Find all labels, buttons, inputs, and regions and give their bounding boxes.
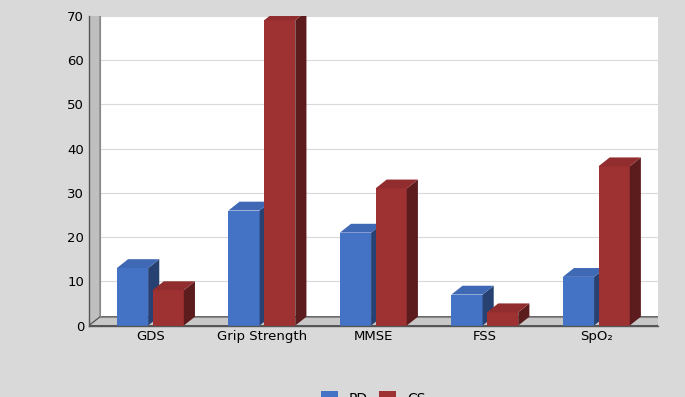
- Bar: [264, 20, 295, 326]
- Bar: [340, 233, 371, 326]
- Polygon shape: [148, 259, 160, 326]
- Polygon shape: [407, 179, 418, 326]
- Polygon shape: [563, 268, 606, 277]
- Legend: PD, CS: PD, CS: [316, 385, 431, 397]
- Polygon shape: [482, 286, 494, 326]
- Polygon shape: [594, 268, 606, 326]
- Bar: [153, 290, 184, 326]
- Polygon shape: [260, 202, 271, 326]
- Polygon shape: [295, 12, 306, 326]
- Polygon shape: [375, 179, 418, 189]
- Polygon shape: [228, 202, 271, 210]
- Bar: [563, 277, 594, 326]
- Polygon shape: [184, 281, 195, 326]
- Polygon shape: [519, 303, 530, 326]
- Polygon shape: [371, 224, 382, 326]
- Bar: [228, 210, 260, 326]
- Polygon shape: [117, 259, 160, 268]
- Polygon shape: [630, 158, 641, 326]
- Polygon shape: [340, 224, 382, 233]
- Bar: [375, 189, 407, 326]
- Bar: [487, 312, 519, 326]
- Polygon shape: [451, 286, 494, 295]
- Polygon shape: [264, 12, 306, 20]
- Bar: [451, 295, 482, 326]
- Bar: [599, 166, 630, 326]
- Polygon shape: [487, 303, 530, 312]
- Polygon shape: [89, 317, 669, 326]
- Polygon shape: [153, 281, 195, 290]
- Polygon shape: [599, 158, 641, 166]
- Polygon shape: [89, 7, 100, 326]
- Bar: [117, 268, 148, 326]
